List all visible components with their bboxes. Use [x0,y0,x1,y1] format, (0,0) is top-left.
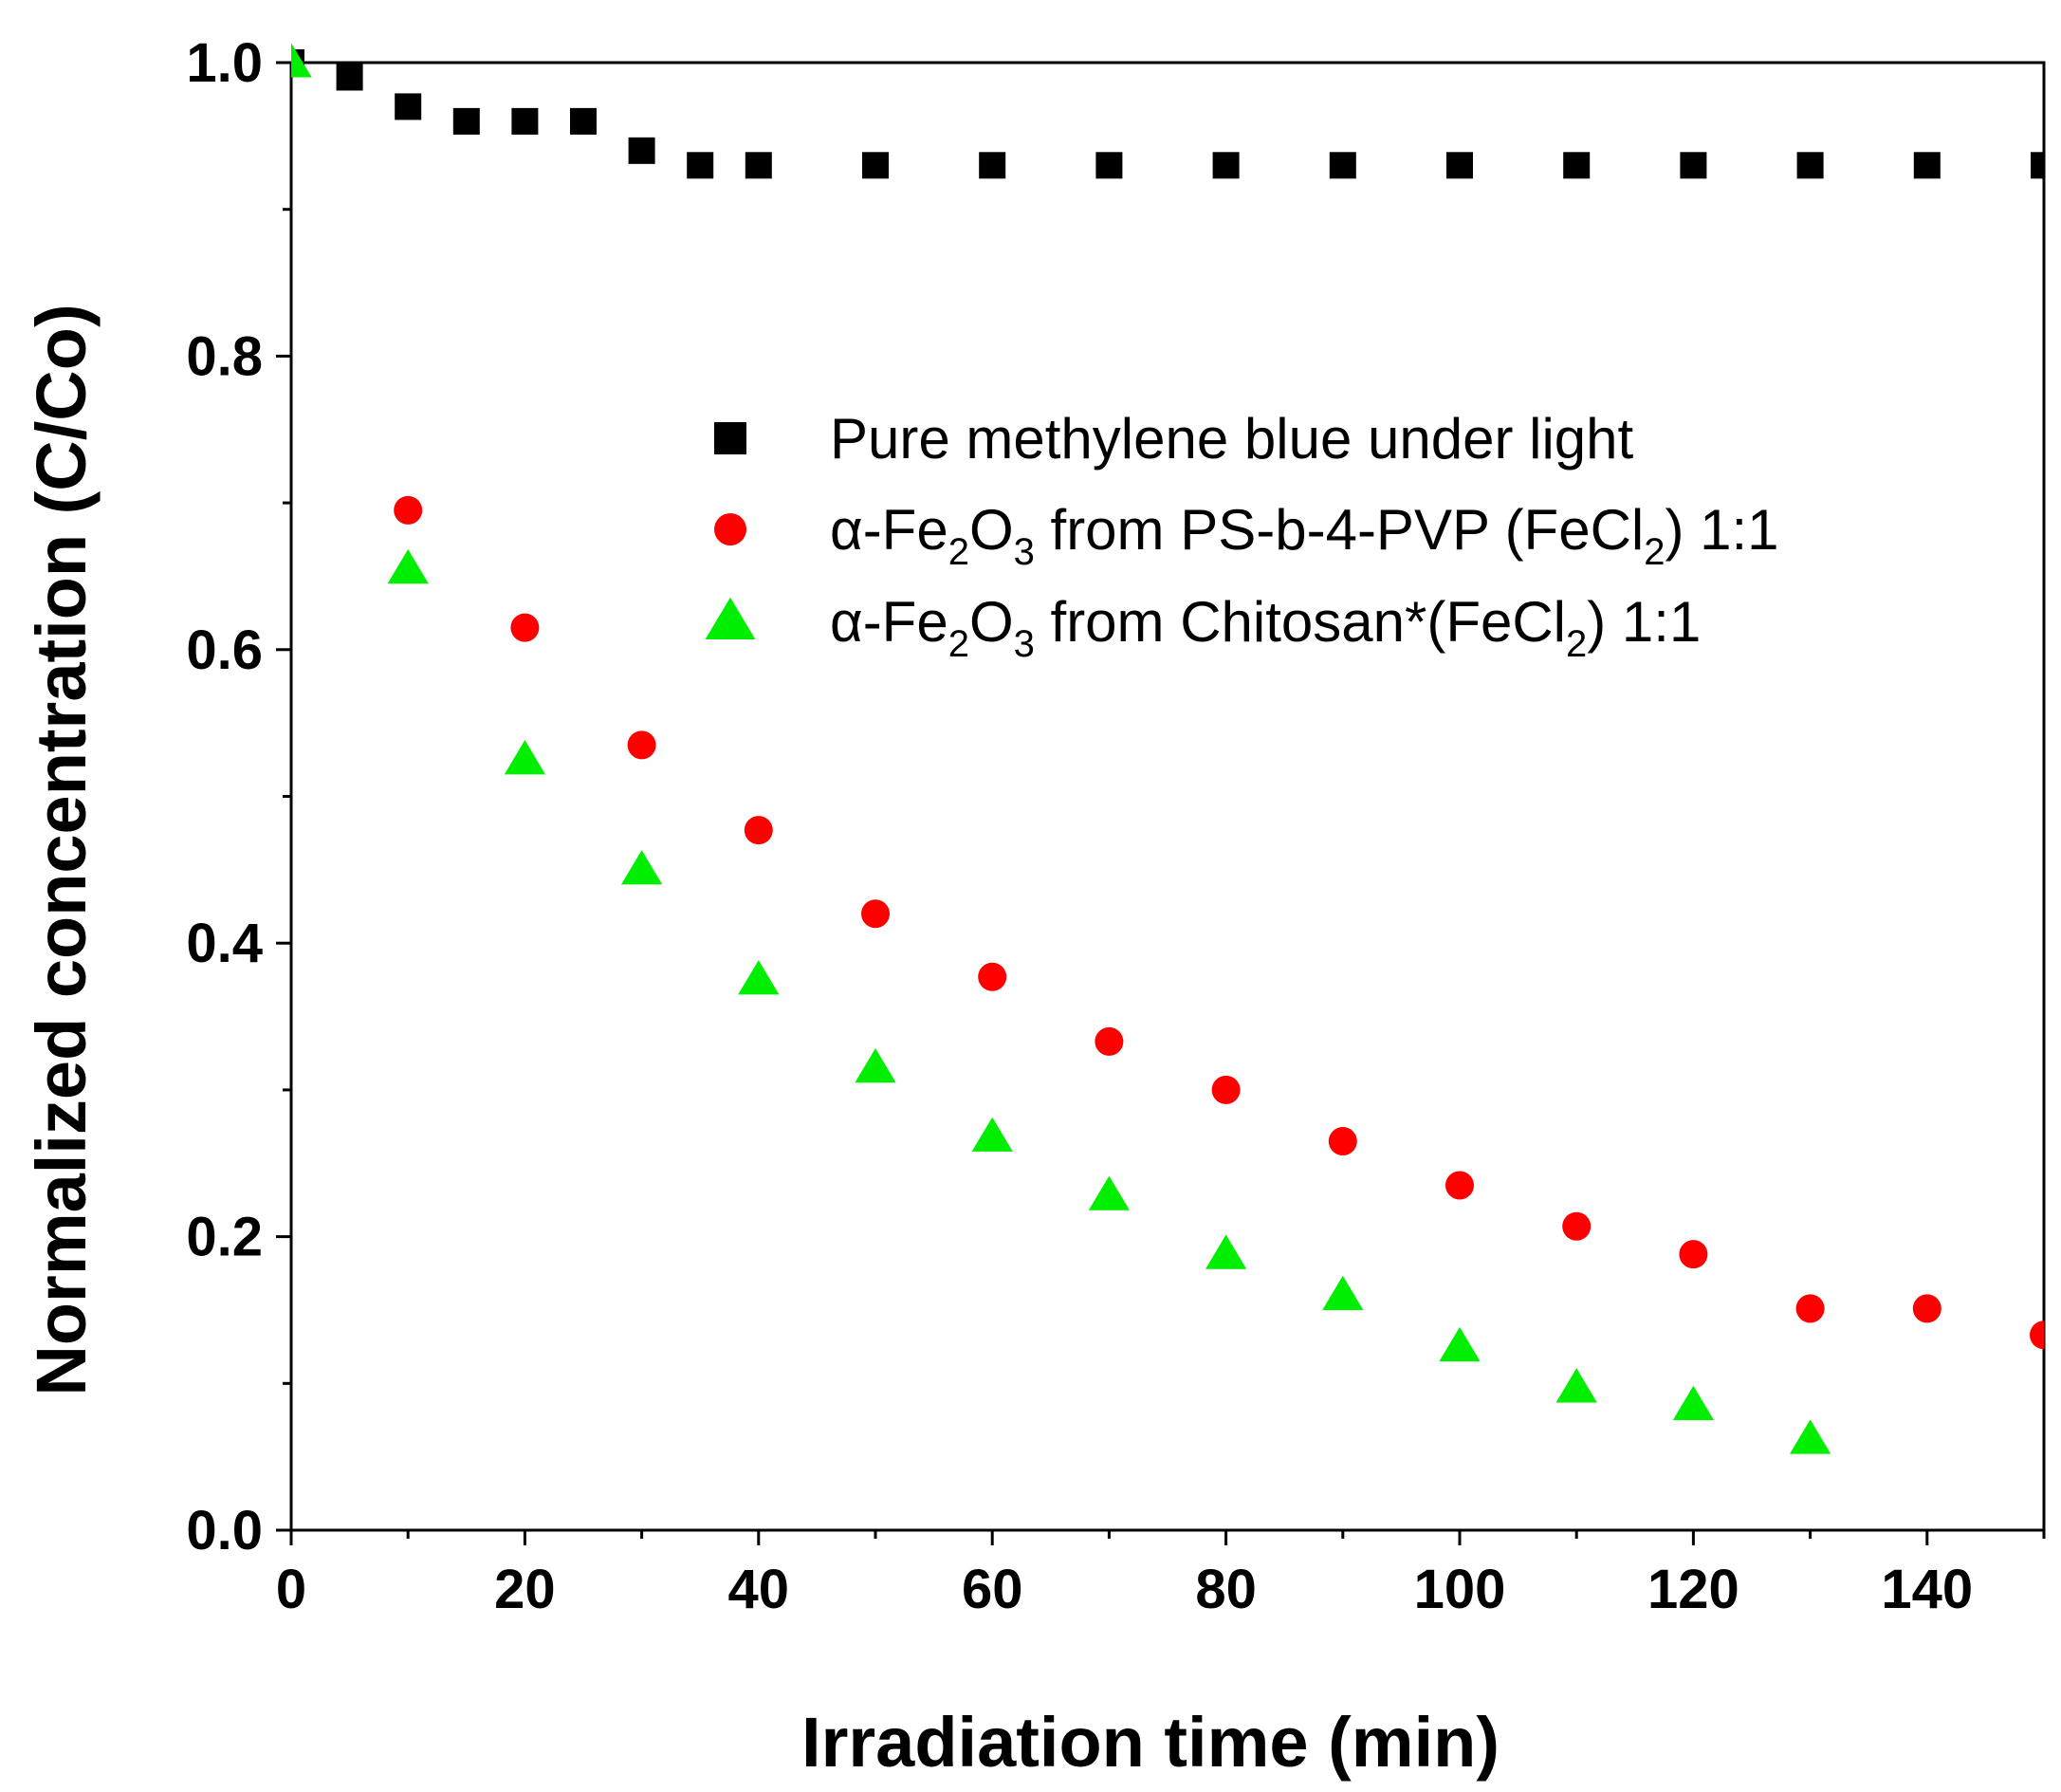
data-point-square [628,137,655,164]
legend-label-subscript: 3 [1014,531,1035,573]
legend-marker-triangle [705,597,756,639]
data-point-circle [744,816,773,845]
data-point-triangle [1439,1326,1481,1362]
legend-label: Pure methylene blue under light [830,407,1634,471]
data-point-square [862,152,889,179]
data-point-square [1913,152,1941,179]
data-series [291,43,2044,1454]
x-axis-title: Irradiation time (min) [801,1703,1500,1782]
y-axis-title: Normalized concentration (C/Co) [22,304,101,1395]
data-point-square [395,93,422,120]
x-tick-label: 120 [1647,1559,1739,1620]
data-point-square [1446,152,1473,179]
legend-label-text: O [969,590,1014,654]
series-circle [394,495,2044,1350]
x-tick-label: 80 [1195,1559,1257,1620]
data-point-triangle [1790,1419,1831,1454]
x-tick-label: 100 [1414,1559,1506,1620]
x-tick-label: 40 [728,1559,790,1620]
data-point-triangle [738,960,780,995]
data-point-circle [1328,1127,1357,1156]
data-point-square [1796,152,1824,179]
legend-label-text: ) 1:1 [1665,498,1778,562]
data-point-triangle [387,549,429,584]
data-point-triangle [1322,1275,1364,1311]
legend-label-text: ) 1:1 [1587,590,1701,654]
data-point-triangle [1555,1368,1597,1403]
legend-label-text: from PS-b-4-PVP (FeCl [1035,498,1644,562]
legend-label-text: Pure methylene blue under light [830,407,1634,471]
data-point-triangle [855,1047,896,1083]
data-point-square [979,152,1006,179]
data-point-triangle [1672,1385,1714,1421]
data-point-circle [978,962,1007,991]
data-point-circle [510,613,540,642]
data-point-circle [394,495,423,525]
data-point-triangle [971,1117,1013,1152]
data-point-circle [1445,1171,1474,1200]
x-tick-label: 60 [962,1559,1023,1620]
y-tick-label: 0.6 [186,619,263,681]
x-tick-label: 0 [276,1559,306,1620]
legend-label-subscript: 2 [1566,623,1587,665]
data-point-triangle [291,43,312,78]
data-point-square [1212,152,1240,179]
data-point-circle [2030,1321,2044,1350]
y-tick-label: 1.0 [186,32,263,94]
legend-label-subscript: 2 [1644,531,1665,573]
data-point-circle [1679,1240,1708,1269]
data-point-square [1329,152,1356,179]
legend-label: α-Fe2O3 from PS-b-4-PVP (FeCl2) 1:1 [830,498,1779,573]
data-point-square [687,152,714,179]
legend-label-text: O [969,498,1014,562]
data-point-circle [1211,1075,1241,1104]
data-point-square [336,64,363,91]
x-tick-label: 20 [494,1559,556,1620]
data-point-circle [1095,1026,1124,1056]
legend-label-subscript: 3 [1014,623,1035,665]
data-point-square [1563,152,1591,179]
data-point-circle [627,730,656,760]
legend-label: α-Fe2O3 from Chitosan*(FeCl2) 1:1 [830,590,1701,665]
axes: 0 20 40 60 80 100 120 140 0.0 0.2 0.4 0.6 0.8 1.0 [186,32,2046,1620]
x-tick-label: 140 [1881,1559,1973,1620]
legend-marker-circle [714,513,746,545]
data-point-square [452,107,480,135]
series-triangle [291,43,1831,1454]
legend-label-text: α-Fe [830,590,948,654]
data-point-square [511,107,539,135]
data-point-square [1680,152,1707,179]
data-point-square [745,152,772,179]
y-tick-label: 0.4 [186,913,263,974]
legend-label-subscript: 2 [948,531,969,573]
data-point-square [1095,152,1123,179]
data-point-triangle [1205,1234,1247,1269]
y-tick-label: 0.0 [186,1500,263,1561]
data-point-circle [1912,1294,1941,1323]
legend-label-text: from Chitosan*(FeCl [1035,590,1566,654]
data-point-circle [1562,1211,1592,1241]
data-point-circle [861,899,890,929]
series-square [291,49,2044,179]
legend-label-text: α-Fe [830,498,948,562]
data-point-square [2031,152,2044,179]
y-tick-label: 0.8 [186,325,263,387]
data-point-square [570,107,597,135]
legend-marker-square [714,422,746,454]
data-point-circle [1795,1294,1825,1323]
data-point-triangle [621,850,663,885]
data-point-triangle [1088,1175,1130,1210]
y-tick-label: 0.2 [186,1207,263,1268]
data-point-triangle [504,740,545,775]
legend-label-subscript: 2 [948,623,969,665]
